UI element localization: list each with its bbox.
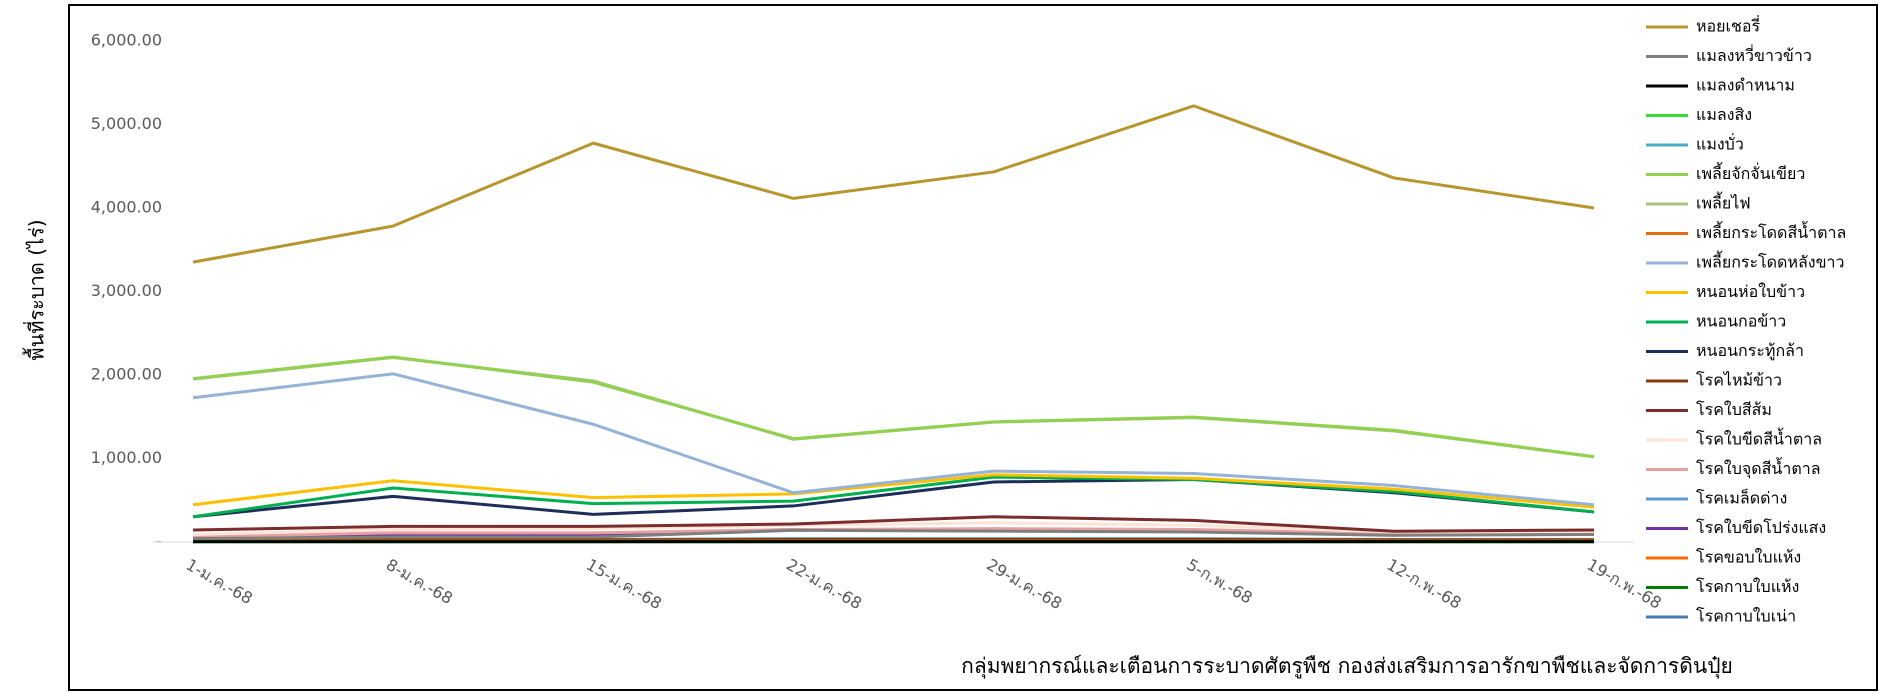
legend-label: แมลงหวี่ขาวข้าว <box>1696 44 1812 65</box>
legend-label: เพลี้ยไฟ <box>1696 192 1751 213</box>
y-axis-label: พื้นที่ระบาด (ไร่) <box>23 219 49 360</box>
legend-label: โรคใบขีดสีน้ำตาล <box>1696 428 1822 449</box>
legend-label: โรคไหม้ข้าว <box>1696 371 1782 390</box>
legend-label: แมลงดำหนาม <box>1696 76 1795 95</box>
series-line <box>192 528 1595 541</box>
chart-frame <box>68 4 1878 691</box>
legend-label: หนอนกอข้าว <box>1696 312 1786 331</box>
legend-label: โรคเมล็ดด่าง <box>1696 488 1787 508</box>
y-tick-label: 5,000.00 <box>91 114 162 133</box>
series-line <box>192 104 1595 264</box>
y-tick-label: 1,000.00 <box>91 448 162 467</box>
series-line <box>192 527 1594 539</box>
y-tick-label: 2,000.00 <box>91 365 162 384</box>
legend-label: หนอนห่อใบข้าว <box>1696 282 1805 301</box>
legend-label: เพลี้ยจักจั่นเขียว <box>1696 162 1805 183</box>
series-line <box>192 515 1595 533</box>
y-tick-label: 3,000.00 <box>91 281 162 300</box>
series-line <box>192 372 1595 507</box>
legend-label: เพลี้ยกระโดดสีน้ำตาล <box>1696 221 1846 242</box>
legend-label: โรคขอบใบแห้ง <box>1696 548 1801 567</box>
legend-label: โรคใบขีดโปร่งแสง <box>1696 518 1826 537</box>
legend-label: แมลงสิง <box>1696 105 1752 124</box>
footer: กลุ่มพยากรณ์และเตือนการระบาดศัตรูพืช กอง… <box>961 654 1733 679</box>
legend-label: แมงบั่ว <box>1696 133 1744 154</box>
y-tick-label: - <box>156 532 162 551</box>
series-line <box>192 473 1595 509</box>
series-line <box>192 355 1595 459</box>
legend-label: หอยเชอรี่ <box>1696 15 1760 36</box>
legend-label: เพลี้ยกระโดดหลังขาว <box>1696 251 1845 272</box>
legend-label: โรคกาบใบเน่า <box>1696 607 1796 626</box>
y-tick-label: 6,000.00 <box>91 31 162 50</box>
legend-label: โรคใบจุดสีน้ำตาล <box>1696 457 1821 479</box>
legend-label: โรคกาบใบแห้ง <box>1696 577 1799 596</box>
legend-label: หนอนกระทู้กล้า <box>1696 341 1804 361</box>
y-tick-label: 4,000.00 <box>91 198 162 217</box>
legend-label: โรคใบสีส้ม <box>1696 400 1772 419</box>
series-line <box>192 475 1595 519</box>
